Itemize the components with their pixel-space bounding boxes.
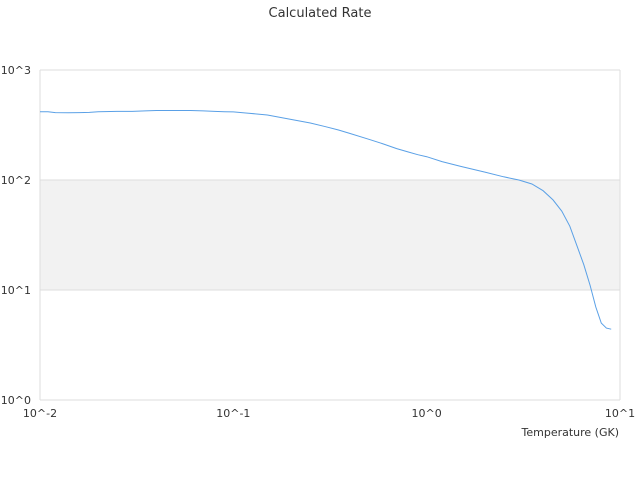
y-tick-label: 10^1 (1, 284, 31, 297)
y-tick-label: 10^2 (1, 174, 31, 187)
plot-bands (40, 180, 620, 290)
x-tick-label: 10^1 (605, 407, 635, 420)
x-tick-label: 10^-2 (23, 407, 57, 420)
series-layer (40, 110, 612, 330)
y-tick-label: 10^0 (1, 394, 31, 407)
x-axis-title: Temperature (GK) (521, 426, 620, 439)
y-tick-label: 10^3 (1, 64, 31, 77)
rate-series-line (40, 110, 612, 330)
x-tick-label: 10^0 (412, 407, 442, 420)
grid-lines (39, 69, 621, 401)
chart-title: Calculated Rate (269, 6, 372, 21)
y-axis-ticks: 10^0 10^1 10^2 10^3 (1, 64, 31, 407)
plot-band (40, 180, 620, 290)
x-tick-label: 10^-1 (216, 407, 250, 420)
x-axis-ticks: 10^-2 10^-1 10^0 10^1 (23, 407, 635, 420)
